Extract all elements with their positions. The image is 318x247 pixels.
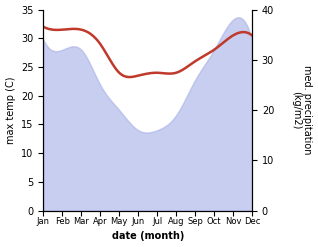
Y-axis label: max temp (C): max temp (C) <box>5 76 16 144</box>
Y-axis label: med. precipitation
(kg/m2): med. precipitation (kg/m2) <box>291 65 313 155</box>
X-axis label: date (month): date (month) <box>112 231 184 242</box>
